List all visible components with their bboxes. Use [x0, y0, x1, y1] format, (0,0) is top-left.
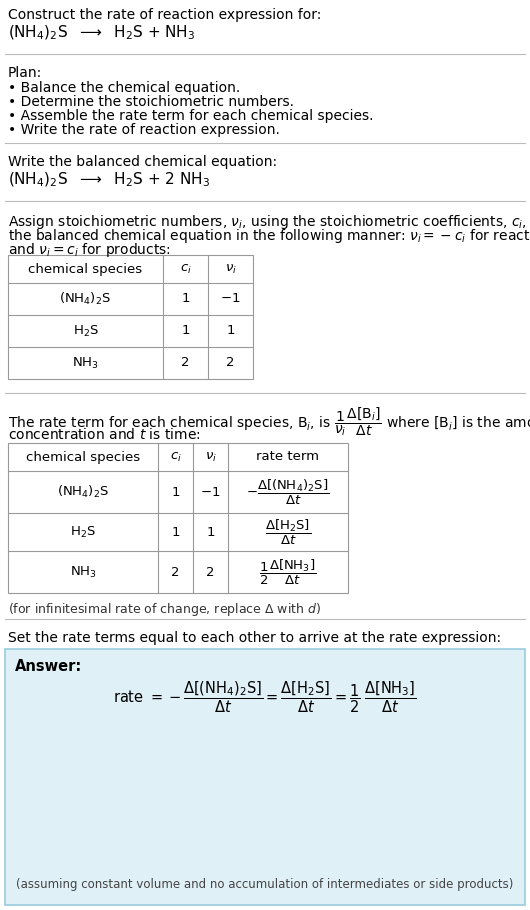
- Text: chemical species: chemical species: [26, 450, 140, 463]
- Text: Plan:: Plan:: [8, 66, 42, 80]
- Bar: [8, 443, 348, 593]
- Text: $\dfrac{1}{2}\dfrac{\Delta[\mathrm{NH}_3]}{\Delta t}$: $\dfrac{1}{2}\dfrac{\Delta[\mathrm{NH}_3…: [259, 558, 316, 587]
- Text: $-1$: $-1$: [220, 292, 241, 306]
- Text: The rate term for each chemical species, B$_i$, is $\dfrac{1}{\nu_i}\dfrac{\Delt: The rate term for each chemical species,…: [8, 405, 530, 438]
- Text: (NH$_4$)$_2$S  $\longrightarrow$  H$_2$S + 2 NH$_3$: (NH$_4$)$_2$S $\longrightarrow$ H$_2$S +…: [8, 171, 210, 189]
- Text: Assign stoichiometric numbers, $\nu_i$, using the stoichiometric coefficients, $: Assign stoichiometric numbers, $\nu_i$, …: [8, 213, 530, 231]
- Text: • Assemble the rate term for each chemical species.: • Assemble the rate term for each chemic…: [8, 109, 374, 123]
- Text: $\nu_i$: $\nu_i$: [225, 262, 236, 276]
- Text: NH$_3$: NH$_3$: [72, 356, 99, 370]
- Text: the balanced chemical equation in the following manner: $\nu_i = -c_i$ for react: the balanced chemical equation in the fo…: [8, 227, 530, 245]
- Text: Write the balanced chemical equation:: Write the balanced chemical equation:: [8, 155, 277, 169]
- Text: 1: 1: [181, 325, 190, 338]
- Text: H$_2$S: H$_2$S: [70, 524, 96, 540]
- Text: $\nu_i$: $\nu_i$: [205, 450, 216, 463]
- Text: and $\nu_i = c_i$ for products:: and $\nu_i = c_i$ for products:: [8, 241, 171, 259]
- Text: Construct the rate of reaction expression for:: Construct the rate of reaction expressio…: [8, 8, 321, 22]
- Text: • Write the rate of reaction expression.: • Write the rate of reaction expression.: [8, 123, 280, 137]
- Text: 2: 2: [171, 565, 180, 579]
- Text: $-1$: $-1$: [200, 486, 220, 499]
- Text: (NH$_4$)$_2$S  $\longrightarrow$  H$_2$S + NH$_3$: (NH$_4$)$_2$S $\longrightarrow$ H$_2$S +…: [8, 24, 196, 43]
- Text: 2: 2: [226, 357, 235, 369]
- Text: (assuming constant volume and no accumulation of intermediates or side products): (assuming constant volume and no accumul…: [16, 878, 514, 891]
- Text: (for infinitesimal rate of change, replace Δ with $d$): (for infinitesimal rate of change, repla…: [8, 601, 321, 618]
- Text: 2: 2: [181, 357, 190, 369]
- Text: rate $= -\dfrac{\Delta[(\mathrm{NH}_4)_2\mathrm{S}]}{\Delta t} = \dfrac{\Delta[\: rate $= -\dfrac{\Delta[(\mathrm{NH}_4)_2…: [113, 679, 417, 714]
- Text: (NH$_4$)$_2$S: (NH$_4$)$_2$S: [59, 291, 111, 307]
- Text: NH$_3$: NH$_3$: [69, 564, 96, 580]
- Text: 1: 1: [171, 525, 180, 539]
- Text: $\dfrac{\Delta[\mathrm{H}_2\mathrm{S}]}{\Delta t}$: $\dfrac{\Delta[\mathrm{H}_2\mathrm{S}]}{…: [265, 518, 311, 547]
- Text: (NH$_4$)$_2$S: (NH$_4$)$_2$S: [57, 484, 109, 500]
- Text: $c_i$: $c_i$: [170, 450, 181, 463]
- Text: H$_2$S: H$_2$S: [73, 323, 99, 339]
- Text: Answer:: Answer:: [15, 659, 82, 674]
- Text: Set the rate terms equal to each other to arrive at the rate expression:: Set the rate terms equal to each other t…: [8, 631, 501, 645]
- Text: 2: 2: [206, 565, 215, 579]
- Text: • Determine the stoichiometric numbers.: • Determine the stoichiometric numbers.: [8, 95, 294, 109]
- Text: 1: 1: [226, 325, 235, 338]
- FancyBboxPatch shape: [5, 649, 525, 905]
- Text: concentration and $t$ is time:: concentration and $t$ is time:: [8, 427, 201, 442]
- Text: 1: 1: [171, 486, 180, 499]
- Text: 1: 1: [206, 525, 215, 539]
- Text: chemical species: chemical species: [29, 262, 143, 276]
- Text: $-\dfrac{\Delta[(\mathrm{NH}_4)_2\mathrm{S}]}{\Delta t}$: $-\dfrac{\Delta[(\mathrm{NH}_4)_2\mathrm…: [246, 478, 330, 507]
- Text: 1: 1: [181, 292, 190, 306]
- Bar: [8, 255, 253, 379]
- Text: rate term: rate term: [257, 450, 320, 463]
- Text: $c_i$: $c_i$: [180, 262, 191, 276]
- Text: • Balance the chemical equation.: • Balance the chemical equation.: [8, 81, 240, 95]
